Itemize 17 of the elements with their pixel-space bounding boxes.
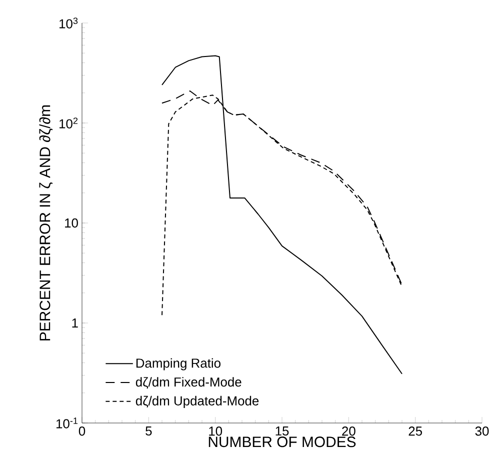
y-tick-label: 10 <box>65 218 78 228</box>
x-axis-title: NUMBER OF MODES <box>208 436 356 448</box>
x-tick-label: 0 <box>78 426 86 436</box>
y-tick-label: 1 <box>72 318 78 328</box>
x-tick-label: 15 <box>276 426 289 436</box>
x-tick-label: 30 <box>475 426 489 436</box>
x-tick-label: 25 <box>408 426 422 436</box>
legend-label: Damping Ratio <box>136 358 220 370</box>
x-tick-label: 5 <box>146 426 152 436</box>
legend-label: dζ/dm Updated-Mode <box>136 396 259 408</box>
x-tick-label: 10 <box>209 426 222 436</box>
x-tick-label: 20 <box>342 426 356 436</box>
y-tick-label: 10$^{-1}$ <box>56 418 78 428</box>
legend-label: dζ/dm Fixed-Mode <box>136 377 242 389</box>
y-tick-label: 10$^{2}$ <box>60 118 78 128</box>
y-tick-label: 10$^{3}$ <box>60 18 78 28</box>
y-axis-title: PERCENT ERROR IN ζ AND ∂ζ/∂m <box>39 105 53 340</box>
